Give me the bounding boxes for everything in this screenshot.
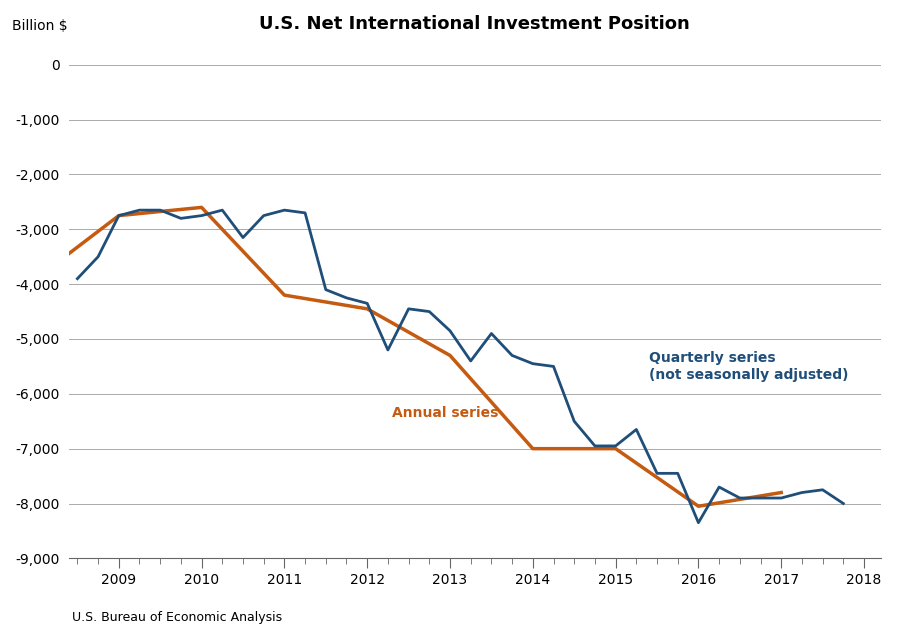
Text: Quarterly series
(not seasonally adjusted): Quarterly series (not seasonally adjuste… (649, 351, 849, 381)
Text: Billion $: Billion $ (13, 19, 68, 33)
Title: U.S. Net International Investment Position: U.S. Net International Investment Positi… (260, 15, 690, 33)
Text: Annual series: Annual series (392, 406, 498, 420)
Text: U.S. Bureau of Economic Analysis: U.S. Bureau of Economic Analysis (72, 611, 282, 624)
